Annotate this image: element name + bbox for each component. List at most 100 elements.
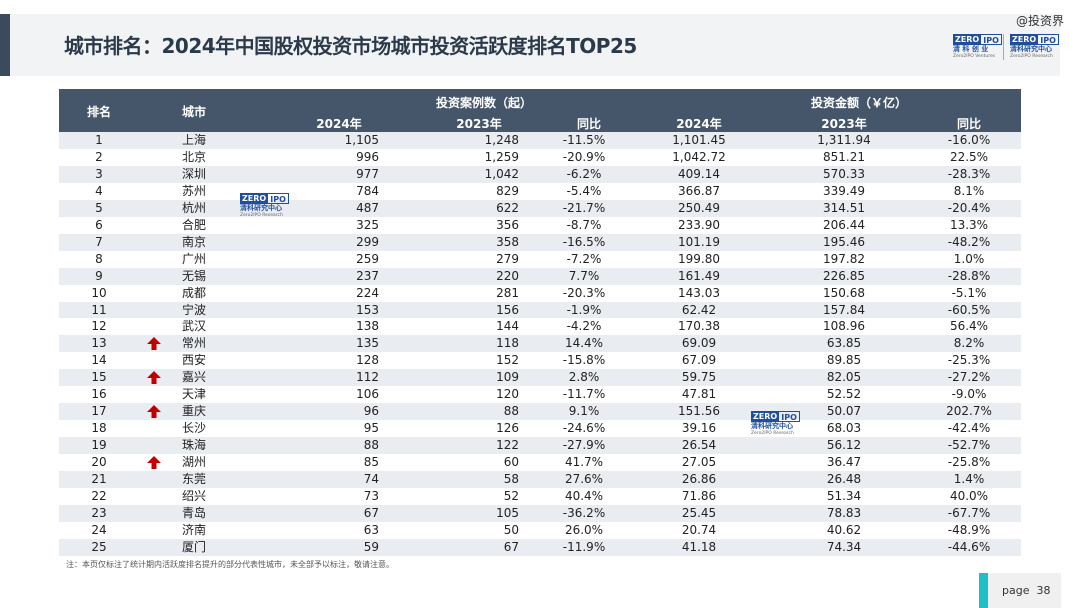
cases-2023-cell: 120 — [496, 387, 519, 402]
amount-yoy-cell: -28.8% — [947, 268, 991, 283]
rank-cell: 3 — [95, 166, 103, 181]
amount-2023-cell: 50.07 — [826, 404, 862, 419]
cases-2024-cell: 88 — [363, 438, 379, 453]
cases-2023-cell: 144 — [496, 319, 519, 334]
amount-2023-cell: 82.05 — [826, 370, 862, 385]
amount-2024-cell: 41.18 — [681, 539, 717, 554]
rank-cell: 12 — [91, 319, 107, 334]
amount-yoy-cell: -25.8% — [947, 455, 991, 470]
footnote: 注：本页仅标注了统计期内活跃度排名提升的部分代表性城市，未全部予以标注，敬请注意… — [66, 560, 394, 569]
amount-2023-cell: 157.84 — [823, 302, 865, 317]
rank-cell: 21 — [91, 472, 107, 487]
cases-2023-cell: 220 — [496, 268, 519, 283]
rank-up-arrow-icon — [147, 371, 161, 385]
rank-cell: 14 — [91, 353, 107, 368]
zero2ipo-ventures-logo: ZERO IPO 清 科 创 业 Zero2IPO Ventures — [953, 34, 1005, 62]
cases-2023-cell: 60 — [503, 455, 519, 470]
amount-yoy-cell: 1.0% — [953, 251, 985, 266]
amount-2024-cell: 59.75 — [681, 370, 717, 385]
watermark: @投资界 — [1016, 14, 1065, 28]
city-cell: 济南 — [181, 522, 206, 537]
city-cell: 天津 — [181, 387, 206, 402]
amount-2024-cell: 409.14 — [678, 166, 720, 181]
cases-2024-cell: 74 — [363, 472, 379, 487]
cases-2024-cell: 112 — [356, 370, 379, 385]
rank-cell: 2 — [95, 149, 103, 164]
cases-2023-cell: 122 — [496, 438, 519, 453]
cases-2024-cell: 1,105 — [344, 133, 379, 147]
amount-2023-cell: 206.44 — [823, 217, 865, 232]
cases-yoy-cell: -8.7% — [566, 217, 602, 232]
header-amount-yoy: 同比 — [956, 117, 981, 131]
rank-cell: 4 — [95, 183, 103, 198]
cases-2023-cell: 58 — [503, 472, 519, 487]
page-indicator — [979, 573, 1061, 608]
table-row: 18 长沙 95 126 -24.6% 39.16 68.03 -42.4% — [59, 420, 1021, 438]
amount-2024-cell: 26.54 — [681, 438, 717, 453]
city-cell: 绍兴 — [181, 489, 206, 504]
amount-2023-cell: 89.85 — [826, 353, 862, 368]
city-cell: 上海 — [181, 133, 206, 147]
rank-cell: 25 — [91, 539, 107, 554]
rank-cell: 1 — [95, 133, 103, 147]
cases-yoy-cell: -5.4% — [566, 183, 602, 198]
table-row: 1 上海 1,105 1,248 -11.5% 1,101.45 1,311.94 -16.0… — [59, 132, 1021, 149]
cases-2024-cell: 977 — [356, 166, 379, 181]
amount-2024-cell: 67.09 — [681, 353, 717, 368]
table-row: 4 苏州 784 829 -5.4% 366.87 339.49 8.1% — [59, 182, 1021, 200]
header-cases-group: 投资案例数（起） — [435, 96, 532, 110]
cases-2023-cell: 105 — [496, 505, 519, 520]
amount-2024-cell: 1,042.72 — [672, 149, 726, 164]
header-cases-2023: 2023年 — [456, 117, 502, 131]
city-cell: 厦门 — [181, 539, 206, 554]
header-cases-2024: 2024年 — [316, 117, 362, 131]
cases-yoy-cell: -11.5% — [562, 133, 606, 147]
logo-divider — [1003, 34, 1004, 60]
table-row: 13 常州 135 118 14.4% 69.09 63.85 8.2% — [59, 335, 1021, 353]
cases-2023-cell: 829 — [496, 183, 519, 198]
table-row: 23 青岛 67 105 -36.2% 25.45 78.83 -67.7% — [59, 504, 1021, 522]
amount-yoy-cell: -5.1% — [951, 285, 987, 300]
cases-yoy-cell: -7.2% — [566, 251, 602, 266]
rank-cell: 13 — [91, 336, 107, 351]
amount-2023-cell: 570.33 — [823, 166, 865, 181]
amount-2024-cell: 62.42 — [681, 302, 717, 317]
rank-cell: 10 — [91, 285, 107, 300]
amount-yoy-cell: 40.0% — [949, 489, 989, 504]
cases-2023-cell: 109 — [496, 370, 519, 385]
zero2ipo-research-watermark-logo-1: ZERO IPO 清科研究中心 Zero2IPO Research — [240, 193, 292, 221]
amount-yoy-cell: -44.6% — [947, 539, 991, 554]
cases-2024-cell: 299 — [356, 234, 379, 249]
amount-2024-cell: 20.74 — [681, 522, 717, 537]
table-row: 14 西安 128 152 -15.8% 67.09 89.85 -25.3% — [59, 352, 1021, 370]
page-title: 城市排名：2024年中国股权投资市场城市投资活跃度排名TOP25 — [64, 34, 637, 58]
rank-cell: 24 — [91, 522, 107, 537]
amount-yoy-cell: -60.5% — [947, 302, 991, 317]
zero2ipo-research-logo: ZERO IPO 清科研究中心 Zero2IPO Research — [1010, 34, 1062, 62]
city-cell: 深圳 — [181, 166, 206, 181]
cases-yoy-cell: -11.9% — [562, 539, 606, 554]
amount-2024-cell: 25.45 — [681, 505, 717, 520]
cases-yoy-cell: 9.1% — [568, 404, 600, 419]
amount-2023-cell: 40.62 — [826, 522, 862, 537]
amount-2024-cell: 69.09 — [681, 336, 717, 351]
city-cell: 北京 — [181, 149, 206, 164]
table-body: 1 上海 1,105 1,248 -11.5% 1,101.45 1,311.94 -16.0… — [59, 132, 1021, 556]
title-band — [10, 14, 1060, 76]
cases-yoy-cell: -36.2% — [562, 505, 606, 520]
amount-2024-cell: 27.05 — [681, 455, 717, 470]
header-amount-group: 投资金额（￥亿） — [810, 96, 907, 110]
cases-yoy-cell: 27.6% — [564, 472, 604, 487]
cases-yoy-cell: -11.7% — [562, 387, 606, 402]
table-row: 19 珠海 88 122 -27.9% 26.54 56.12 -52.7% — [59, 437, 1021, 455]
amount-2024-cell: 71.86 — [681, 489, 717, 504]
amount-yoy-cell: 202.7% — [946, 404, 992, 419]
cases-2023-cell: 1,259 — [484, 149, 519, 164]
cases-2024-cell: 487 — [356, 200, 379, 215]
table-row: 24 济南 63 50 26.0% 20.74 40.62 -48.9% — [59, 521, 1021, 539]
city-cell: 珠海 — [181, 438, 206, 453]
cases-2024-cell: 106 — [356, 387, 379, 402]
cases-2023-cell: 50 — [503, 522, 519, 537]
cases-yoy-cell: -15.8% — [562, 353, 606, 368]
amount-2023-cell: 36.47 — [826, 455, 862, 470]
